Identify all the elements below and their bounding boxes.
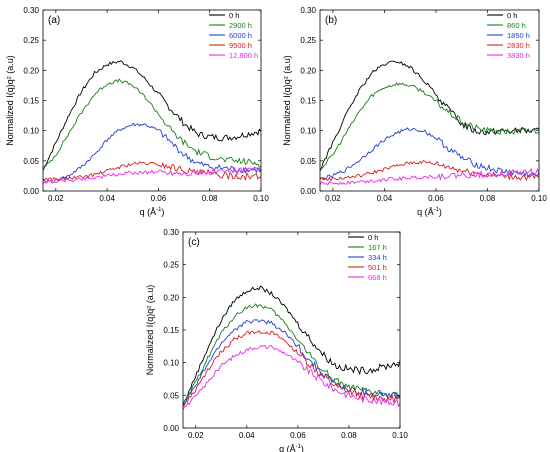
series-line [320,60,539,171]
x-axis-label: q (Å-1) [279,444,304,452]
panel-label: (b) [325,15,337,26]
series-line [183,303,400,407]
y-axis-label: Normalized I(q)q² (a.u) [145,285,155,376]
x-tick-label: 0.10 [392,431,408,440]
y-tick-label: 0.00 [163,424,179,433]
y-tick-label: 0.25 [163,261,179,270]
legend-label: 668 h [368,273,387,282]
legend-label: 2900 h [229,21,252,30]
x-axis-label: q (Å-1) [140,207,165,217]
series-line [183,319,400,405]
x-tick-label: 0.04 [99,194,115,203]
y-tick-label: 0.05 [300,157,316,166]
legend-label: 0 h [229,11,239,20]
series-line [320,167,539,186]
y-tick-label: 0.30 [23,6,39,15]
legend-label: 501 h [368,263,387,272]
series-line [43,161,261,182]
legend-label: 167 h [368,243,387,252]
y-axis-label: Normalized I(q)q² (a.u) [5,55,15,146]
chart-panel: 0.00 0.05 0.10 0.15 0.20 0.25 0.30 0.02 0.04 0.06… [282,6,547,217]
x-tick-label: 0.04 [377,194,393,203]
x-tick-label: 0.08 [480,194,496,203]
x-tick-label: 0.02 [188,431,204,440]
series-line [43,166,261,184]
x-tick-label: 0.06 [290,431,306,440]
legend-label: 12,800 h [229,51,258,60]
legend-label: 6000 h [229,31,252,40]
chart-panel: 0.00 0.05 0.10 0.15 0.20 0.25 0.30 0.02 0.04 0.06… [5,6,269,217]
y-tick-label: 0.25 [23,36,39,45]
legend-label: 9500 h [229,41,252,50]
x-axis-label: q (Å-1) [417,207,442,217]
x-tick-label: 0.08 [341,431,357,440]
y-tick-label: 0.05 [23,157,39,166]
y-tick-label: 0.05 [163,391,179,400]
legend-label: 334 h [368,253,387,262]
x-tick-label: 0.08 [202,194,218,203]
x-tick-label: 0.04 [239,431,255,440]
y-tick-label: 0.10 [300,127,316,136]
series-line [183,344,400,410]
legend-label: 3830 h [507,51,530,60]
legend-label: 860 h [507,21,526,30]
chart-panel: 0.00 0.05 0.10 0.15 0.20 0.25 0.30 0.02 0.04 0.06… [145,228,408,452]
series-line [43,78,261,172]
legend-label: 0 h [507,11,517,20]
legend-label: 1850 h [507,31,530,40]
y-tick-label: 0.20 [163,293,179,302]
y-tick-label: 0.25 [300,36,316,45]
legend-label: 0 h [368,233,378,242]
series-line [43,122,261,184]
x-tick-label: 0.10 [531,194,547,203]
x-tick-label: 0.02 [48,194,64,203]
series-line [320,127,539,181]
y-tick-label: 0.10 [23,127,39,136]
x-tick-label: 0.06 [151,194,167,203]
y-tick-label: 0.00 [300,187,316,196]
series-line [320,81,539,172]
legend-label: 2830 h [507,41,530,50]
y-tick-label: 0.15 [23,97,39,106]
y-tick-label: 0.15 [300,97,316,106]
y-tick-label: 0.10 [163,359,179,368]
x-tick-label: 0.10 [253,194,269,203]
x-tick-label: 0.02 [325,194,341,203]
y-tick-label: 0.20 [300,66,316,75]
y-tick-label: 0.20 [23,66,39,75]
y-tick-label: 0.30 [300,6,316,15]
x-tick-label: 0.06 [428,194,444,203]
y-axis-label: Normalized I(q)q² (a.u) [282,55,292,146]
y-tick-label: 0.30 [163,228,179,237]
y-tick-label: 0.00 [23,187,39,196]
y-tick-label: 0.15 [163,326,179,335]
series-line [183,285,400,406]
panel-label: (a) [48,15,60,26]
series-line [43,60,261,171]
panel-label: (c) [188,237,200,248]
